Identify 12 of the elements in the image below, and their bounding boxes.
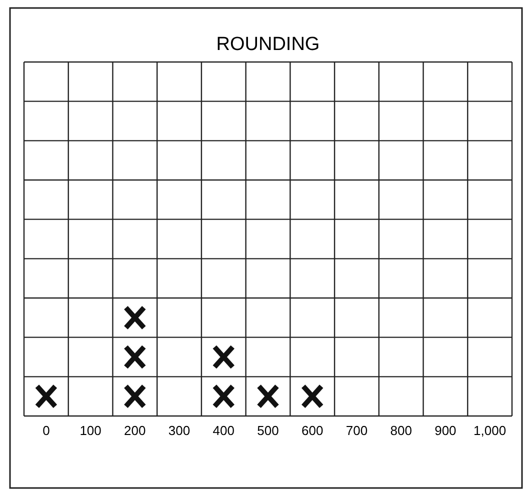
x-tick-label: 300 [168, 423, 190, 438]
x-tick-label: 900 [434, 423, 456, 438]
x-tick-label: 700 [346, 423, 368, 438]
x-tick-label: 100 [80, 423, 102, 438]
x-tick-label: 600 [302, 423, 324, 438]
x-tick-label: 400 [212, 423, 234, 438]
x-tick-label: 1,000 [474, 423, 506, 438]
x-tick-label: 200 [124, 423, 146, 438]
chart-title: ROUNDING [216, 34, 320, 55]
x-tick-label: 0 [42, 423, 50, 438]
x-tick-label: 500 [257, 423, 279, 438]
x-tick-label: 800 [390, 423, 412, 438]
